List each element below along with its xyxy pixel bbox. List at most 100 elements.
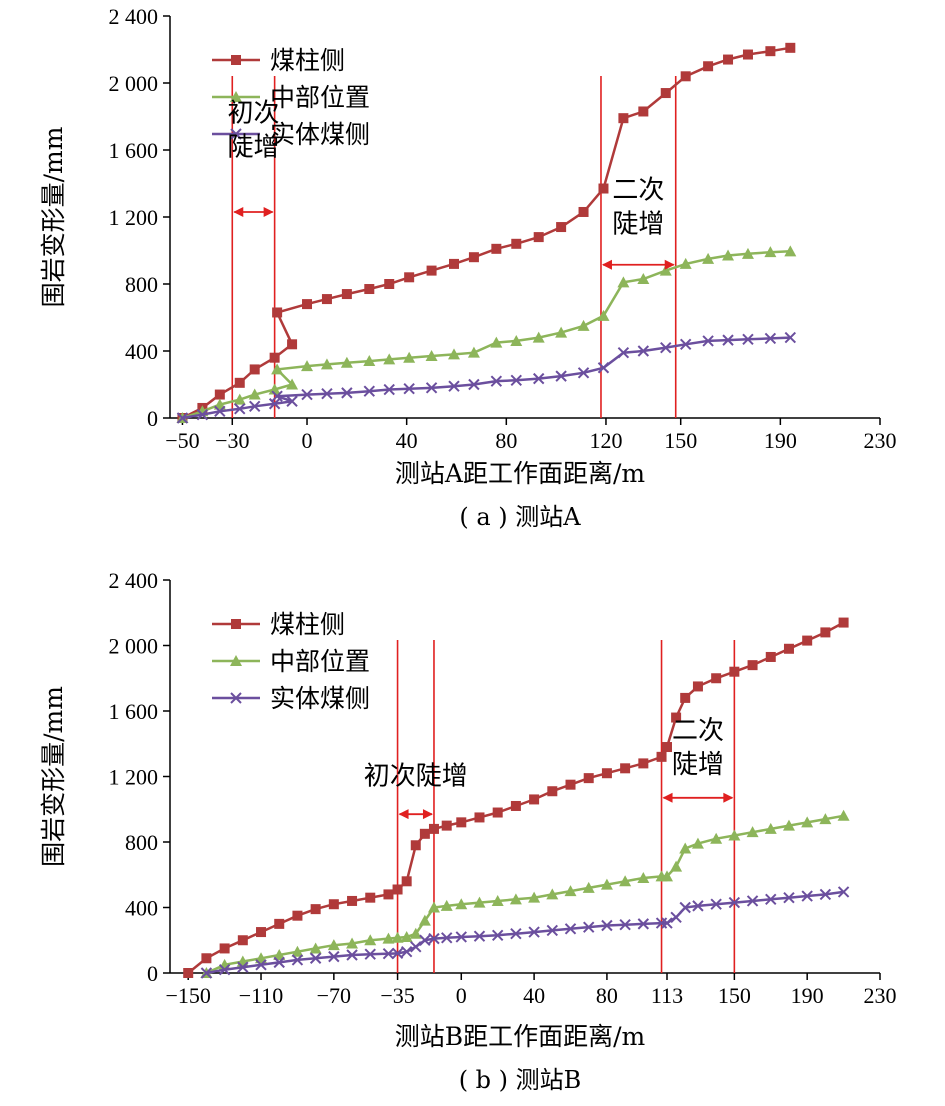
data-point — [301, 388, 313, 401]
data-point — [785, 42, 796, 53]
data-point — [473, 930, 486, 942]
legend-marker — [230, 655, 242, 666]
legend-marker — [231, 55, 241, 65]
data-point — [679, 257, 692, 269]
data-point — [176, 412, 189, 424]
data-point — [670, 860, 683, 872]
data-point — [765, 893, 777, 906]
annotation-label: 陡增 — [227, 133, 279, 163]
data-point — [234, 377, 245, 388]
data-point — [401, 876, 412, 887]
data-point — [529, 794, 540, 805]
data-point — [637, 872, 650, 884]
data-point — [528, 891, 541, 903]
data-point — [660, 88, 671, 99]
data-point — [661, 917, 673, 929]
data-point — [582, 881, 595, 893]
data-point — [441, 932, 453, 944]
data-point — [418, 914, 431, 926]
data-point — [233, 393, 246, 405]
data-point — [546, 888, 559, 900]
chart-a: 0 400 800 1 200 1 600 2 000 2 400 −50 −30 0 40 80 12… — [39, 4, 897, 531]
x-tick-label: 40 — [523, 983, 545, 1008]
x-tick-label: 190 — [764, 428, 797, 453]
data-point — [711, 673, 722, 684]
annotation-label: 二次 — [672, 716, 724, 746]
x-tick-label: 150 — [718, 983, 751, 1008]
data-point — [722, 249, 735, 261]
data-point — [601, 768, 612, 779]
data-point — [564, 923, 577, 935]
data-point — [764, 822, 777, 834]
data-point — [309, 942, 322, 954]
data-point — [764, 332, 777, 345]
series-0 — [183, 617, 849, 978]
data-point — [617, 346, 630, 359]
data-point — [533, 232, 544, 243]
data-point — [449, 258, 459, 269]
data-point — [510, 800, 521, 811]
data-point — [403, 382, 415, 395]
data-point — [577, 319, 590, 331]
data-point — [680, 71, 691, 82]
data-point — [392, 884, 403, 895]
y-tick-label: 400 — [125, 896, 158, 921]
x-tick-label: −150 — [165, 983, 210, 1008]
data-point — [837, 886, 850, 898]
data-point — [428, 932, 440, 945]
data-point — [391, 947, 404, 960]
data-point — [196, 408, 209, 421]
data-point — [346, 937, 359, 949]
data-point — [692, 681, 703, 692]
data-point — [448, 380, 460, 392]
data-point — [656, 751, 667, 762]
data-point — [291, 945, 304, 957]
data-point — [404, 272, 415, 283]
data-point — [383, 353, 396, 365]
x-tick-label: 230 — [864, 428, 897, 453]
data-point — [710, 898, 722, 910]
y-axis-label: 围岩变形量/mm — [39, 126, 68, 307]
data-point — [783, 891, 795, 904]
y-tick-label: 2 000 — [109, 71, 159, 96]
annotation-label: 陡增 — [612, 210, 664, 240]
data-point — [426, 265, 437, 276]
data-point — [783, 643, 794, 654]
data-point — [710, 832, 723, 844]
data-point — [723, 54, 734, 65]
arrow-head-right — [422, 809, 433, 820]
data-point — [255, 959, 267, 971]
data-point — [510, 927, 522, 940]
x-tick-label: −50 — [165, 428, 199, 453]
arrow-head-left — [662, 792, 673, 803]
data-point — [679, 842, 692, 854]
data-point — [328, 950, 340, 963]
annotation-0: 初次陡增 — [227, 99, 279, 217]
data-point — [555, 370, 567, 382]
chart-caption: ( a ) 测站A — [459, 503, 581, 531]
data-point — [256, 927, 267, 938]
data-point — [490, 336, 503, 348]
legend-marker — [231, 619, 241, 629]
data-point — [838, 617, 849, 628]
data-point — [237, 961, 249, 973]
arrow-head-left — [233, 206, 244, 217]
data-point — [492, 807, 503, 818]
series-2 — [200, 886, 850, 979]
data-point — [702, 252, 715, 264]
data-point — [742, 333, 754, 345]
data-point — [419, 934, 431, 946]
data-point — [286, 378, 299, 390]
arrow-head-left — [398, 809, 409, 820]
data-point — [510, 374, 522, 387]
data-point — [583, 773, 594, 784]
x-axis-label: 测站A距工作面距离/m — [395, 459, 645, 488]
data-point — [819, 888, 832, 901]
legend-label: 煤柱侧 — [270, 610, 345, 639]
data-point — [427, 901, 440, 913]
data-point — [671, 712, 682, 723]
data-point — [742, 49, 753, 60]
data-point — [782, 819, 795, 831]
x-tick-label: 120 — [589, 428, 622, 453]
